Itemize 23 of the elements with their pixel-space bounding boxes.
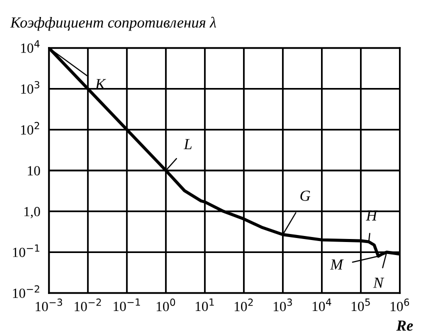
y-tick-label: 10$^{2}$ (21, 122, 40, 135)
x-tick-label: 10$^{−3}$ (36, 298, 62, 312)
y-tick-label: 10$^{−2}$ (13, 285, 40, 298)
x-tick-label: 10$^{1}$ (196, 298, 214, 312)
annotation: G (300, 190, 310, 201)
x-tick-label: 10$^{0}$ (156, 298, 176, 312)
x-tick-label: 10$^{−2}$ (74, 298, 101, 312)
x-axis-title: Re (396, 320, 413, 331)
x-tick-label: 10$^{3}$ (274, 298, 292, 312)
x-tick-label: 10$^{6}$ (390, 298, 410, 312)
y-tick-label: 10$^{4}$ (21, 40, 40, 53)
y-axis-title: Коэффициент сопротивления λ (10, 16, 216, 31)
x-tick-label: 10$^{−1}$ (114, 298, 140, 312)
x-tick-label: 10$^{5}$ (352, 298, 370, 312)
y-tick-label: 10 (28, 166, 40, 176)
annotation: N (373, 278, 384, 288)
annotation: M (330, 260, 344, 270)
x-tick-label: 10$^{2}$ (234, 298, 253, 312)
y-tick-label: 1,0 (24, 206, 40, 218)
annotation: L (184, 139, 192, 150)
x-tick-label: 10$^{4}$ (312, 298, 332, 312)
y-tick-label: 10$^{3}$ (21, 81, 40, 94)
y-tick-label: 10$^{−1}$ (13, 244, 40, 258)
